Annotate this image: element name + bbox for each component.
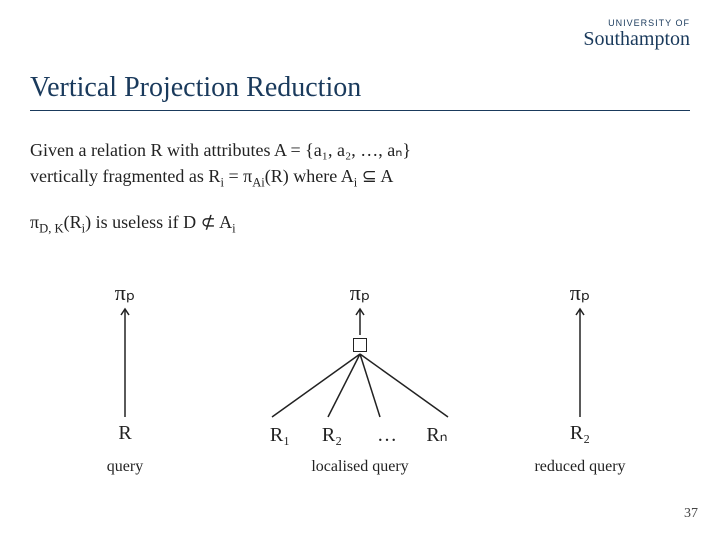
R2-leaf: R₂ [530, 422, 630, 445]
text-line2: vertically fragmented as Ri = πAi(R) whe… [30, 164, 393, 192]
logo-name: Southampton [583, 28, 690, 51]
t3s1: D, K [39, 222, 64, 236]
dots: … [362, 424, 412, 447]
pi-p-3: πₚ [530, 280, 630, 306]
t3a: π [30, 212, 39, 232]
leaves-localised: R₁R₂…Rₙ [250, 422, 470, 447]
diagram: πₚ R query πₚ R₁R₂…Rₙ localised query πₚ [0, 280, 720, 500]
t2s2: Ai [252, 176, 265, 190]
slide-title: Vertical Projection Reduction [30, 72, 361, 104]
t3b: (R [64, 212, 82, 232]
caption-reduced: reduced query [530, 458, 630, 476]
t2b: = π [224, 166, 252, 186]
title-underline [30, 110, 690, 111]
caption-query: query [85, 458, 165, 476]
caption-localised: localised query [250, 458, 470, 476]
join-icon [353, 338, 367, 352]
R1: R₁ [258, 424, 302, 447]
Rn: Rₙ [412, 422, 462, 447]
pi-p-2: πₚ [250, 280, 470, 306]
t2a: vertically fragmented as R [30, 166, 220, 186]
slide-number: 37 [684, 506, 698, 522]
pi-p-1: πₚ [85, 280, 165, 306]
t2d: ⊆ A [357, 166, 393, 186]
t2c: (R) where A [265, 166, 354, 186]
R-leaf: R [85, 422, 165, 445]
R2a: R₂ [302, 424, 362, 447]
logo-university-of: UNIVERSITY OF [583, 18, 690, 28]
t3s3: i [232, 222, 236, 236]
text-line3: πD, K(Ri) is useless if D ⊄ Ai [30, 210, 236, 238]
fan-lines [250, 352, 470, 422]
university-logo: UNIVERSITY OF Southampton [583, 18, 690, 51]
text-line1: Given a relation R with attributes A = {… [30, 138, 411, 163]
t3c: ) is useless if D ⊄ A [85, 212, 232, 232]
